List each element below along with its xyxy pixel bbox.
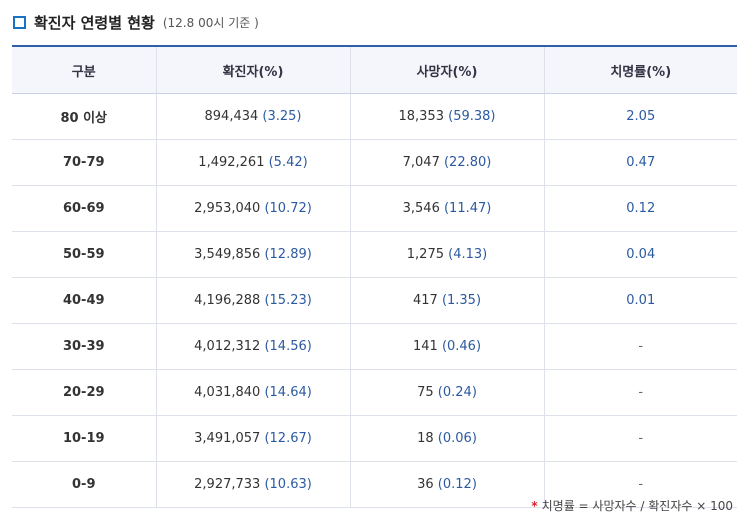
- deaths-value: 18: [417, 431, 434, 446]
- header-fatality: 치명률(%): [544, 45, 737, 94]
- age-group-cell: 0-9: [12, 461, 157, 508]
- deaths-value: 18,353: [398, 109, 444, 124]
- cases-cell: 4,196,288 (15.23): [156, 277, 351, 324]
- deaths-value: 1,275: [406, 247, 444, 262]
- cases-cell: 4,031,840 (14.64): [156, 369, 351, 416]
- deaths-percent: (0.46): [441, 339, 482, 354]
- footnote: * 치명률 = 사망자수 / 확진자수 × 100: [531, 497, 733, 514]
- table-row: 60-69 2,953,040 (10.72) 3,546 (11.47) 0.12: [12, 185, 737, 232]
- cases-value: 2,953,040: [194, 201, 261, 216]
- deaths-cell: 141 (0.46): [350, 323, 545, 370]
- cases-cell: 2,953,040 (10.72): [156, 185, 351, 232]
- cases-value: 894,434: [204, 109, 259, 124]
- cases-percent: (14.64): [264, 385, 312, 400]
- cases-percent: (10.63): [264, 477, 312, 492]
- deaths-value: 141: [412, 339, 438, 354]
- table-row: 20-29 4,031,840 (14.64) 75 (0.24) -: [12, 369, 737, 416]
- cases-cell: 4,012,312 (14.56): [156, 323, 351, 370]
- fatality-rate-cell: 0.47: [544, 139, 737, 186]
- cases-value: 3,549,856: [194, 247, 261, 262]
- header-cases: 확진자(%): [156, 45, 351, 94]
- fatality-rate-cell: 0.04: [544, 231, 737, 278]
- table-row: 0-9 2,927,733 (10.63) 36 (0.12) -: [12, 461, 737, 508]
- cases-cell: 2,927,733 (10.63): [156, 461, 351, 508]
- age-group-cell: 20-29: [12, 369, 157, 416]
- fatality-rate-cell: -: [544, 323, 737, 370]
- fatality-rate-cell: -: [544, 461, 737, 508]
- footnote-marker: *: [531, 499, 538, 513]
- deaths-value: 36: [417, 477, 434, 492]
- fatality-rate-cell: -: [544, 369, 737, 416]
- deaths-percent: (4.13): [448, 247, 488, 262]
- cases-value: 2,927,733: [194, 477, 261, 492]
- deaths-percent: (0.12): [437, 477, 477, 492]
- age-status-table: 구분 확진자(%) 사망자(%) 치명률(%) 80 이상 894,434 (3.…: [12, 45, 737, 508]
- deaths-cell: 3,546 (11.47): [350, 185, 545, 232]
- deaths-value: 7,047: [402, 155, 440, 170]
- deaths-cell: 75 (0.24): [350, 369, 545, 416]
- age-group-cell: 30-39: [12, 323, 157, 370]
- cases-value: 1,492,261: [198, 155, 265, 170]
- age-group-cell: 70-79: [12, 139, 157, 186]
- square-bullet-icon: [13, 15, 26, 29]
- table-row: 40-49 4,196,288 (15.23) 417 (1.35) 0.01: [12, 277, 737, 324]
- age-group-cell: 10-19: [12, 415, 157, 462]
- cases-percent: (5.42): [268, 155, 308, 170]
- age-group-cell: 80 이상: [12, 93, 157, 140]
- table-header-row: 구분 확진자(%) 사망자(%) 치명률(%): [12, 45, 737, 94]
- table-row: 80 이상 894,434 (3.25) 18,353 (59.38) 2.05: [12, 93, 737, 140]
- cases-percent: (15.23): [264, 293, 312, 308]
- table-row: 50-59 3,549,856 (12.89) 1,275 (4.13) 0.04: [12, 231, 737, 278]
- cases-cell: 3,491,057 (12.67): [156, 415, 351, 462]
- deaths-percent: (0.06): [437, 431, 477, 446]
- age-group-cell: 40-49: [12, 277, 157, 324]
- cases-percent: (12.67): [264, 431, 312, 446]
- cases-value: 4,031,840: [194, 385, 261, 400]
- fatality-rate-cell: 0.01: [544, 277, 737, 324]
- deaths-cell: 18 (0.06): [350, 415, 545, 462]
- date-note: (12.8 00시 기준 ): [162, 15, 259, 30]
- fatality-rate-cell: 0.12: [544, 185, 737, 232]
- fatality-rate-cell: -: [544, 415, 737, 462]
- cases-percent: (3.25): [262, 109, 302, 124]
- deaths-percent: (0.24): [437, 385, 477, 400]
- deaths-value: 75: [417, 385, 434, 400]
- page-title: 확진자 연령별 현황: [34, 13, 155, 32]
- table-row: 30-39 4,012,312 (14.56) 141 (0.46) -: [12, 323, 737, 370]
- fatality-rate-cell: 2.05: [544, 93, 737, 140]
- section-title: 확진자 연령별 현황 (12.8 00시 기준 ): [13, 10, 259, 34]
- cases-value: 3,491,057: [194, 431, 261, 446]
- header-deaths: 사망자(%): [350, 45, 545, 94]
- cases-cell: 1,492,261 (5.42): [156, 139, 351, 186]
- age-group-cell: 60-69: [12, 185, 157, 232]
- cases-value: 4,012,312: [194, 339, 261, 354]
- deaths-value: 417: [412, 293, 438, 308]
- cases-percent: (12.89): [264, 247, 312, 262]
- cases-percent: (10.72): [264, 201, 312, 216]
- cases-cell: 3,549,856 (12.89): [156, 231, 351, 278]
- deaths-cell: 7,047 (22.80): [350, 139, 545, 186]
- cases-value: 4,196,288: [194, 293, 261, 308]
- deaths-percent: (1.35): [441, 293, 482, 308]
- deaths-cell: 417 (1.35): [350, 277, 545, 324]
- cases-percent: (14.56): [264, 339, 312, 354]
- table-row: 70-79 1,492,261 (5.42) 7,047 (22.80) 0.47: [12, 139, 737, 186]
- deaths-percent: (59.38): [448, 109, 496, 124]
- header-group: 구분: [12, 45, 157, 94]
- footnote-text: 치명률 = 사망자수 / 확진자수 × 100: [541, 499, 733, 513]
- table-row: 10-19 3,491,057 (12.67) 18 (0.06) -: [12, 415, 737, 462]
- deaths-cell: 18,353 (59.38): [350, 93, 545, 140]
- cases-cell: 894,434 (3.25): [156, 93, 351, 140]
- deaths-percent: (22.80): [443, 155, 492, 170]
- deaths-percent: (11.47): [443, 201, 492, 216]
- deaths-cell: 36 (0.12): [350, 461, 545, 508]
- age-group-cell: 50-59: [12, 231, 157, 278]
- deaths-value: 3,546: [402, 201, 440, 216]
- deaths-cell: 1,275 (4.13): [350, 231, 545, 278]
